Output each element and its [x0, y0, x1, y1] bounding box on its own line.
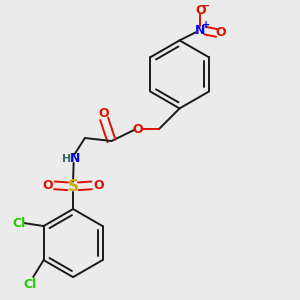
- Text: O: O: [98, 107, 109, 120]
- Text: S: S: [68, 179, 79, 194]
- Text: N: N: [70, 152, 81, 165]
- Text: N: N: [195, 23, 206, 37]
- Text: O: O: [215, 26, 226, 40]
- Text: O: O: [133, 123, 143, 136]
- Text: Cl: Cl: [12, 217, 26, 230]
- Text: Cl: Cl: [24, 278, 37, 291]
- Text: O: O: [195, 4, 206, 17]
- Text: −: −: [202, 1, 210, 11]
- Text: O: O: [43, 179, 53, 192]
- Text: H: H: [62, 154, 71, 164]
- Text: +: +: [202, 20, 210, 30]
- Text: O: O: [93, 179, 104, 192]
